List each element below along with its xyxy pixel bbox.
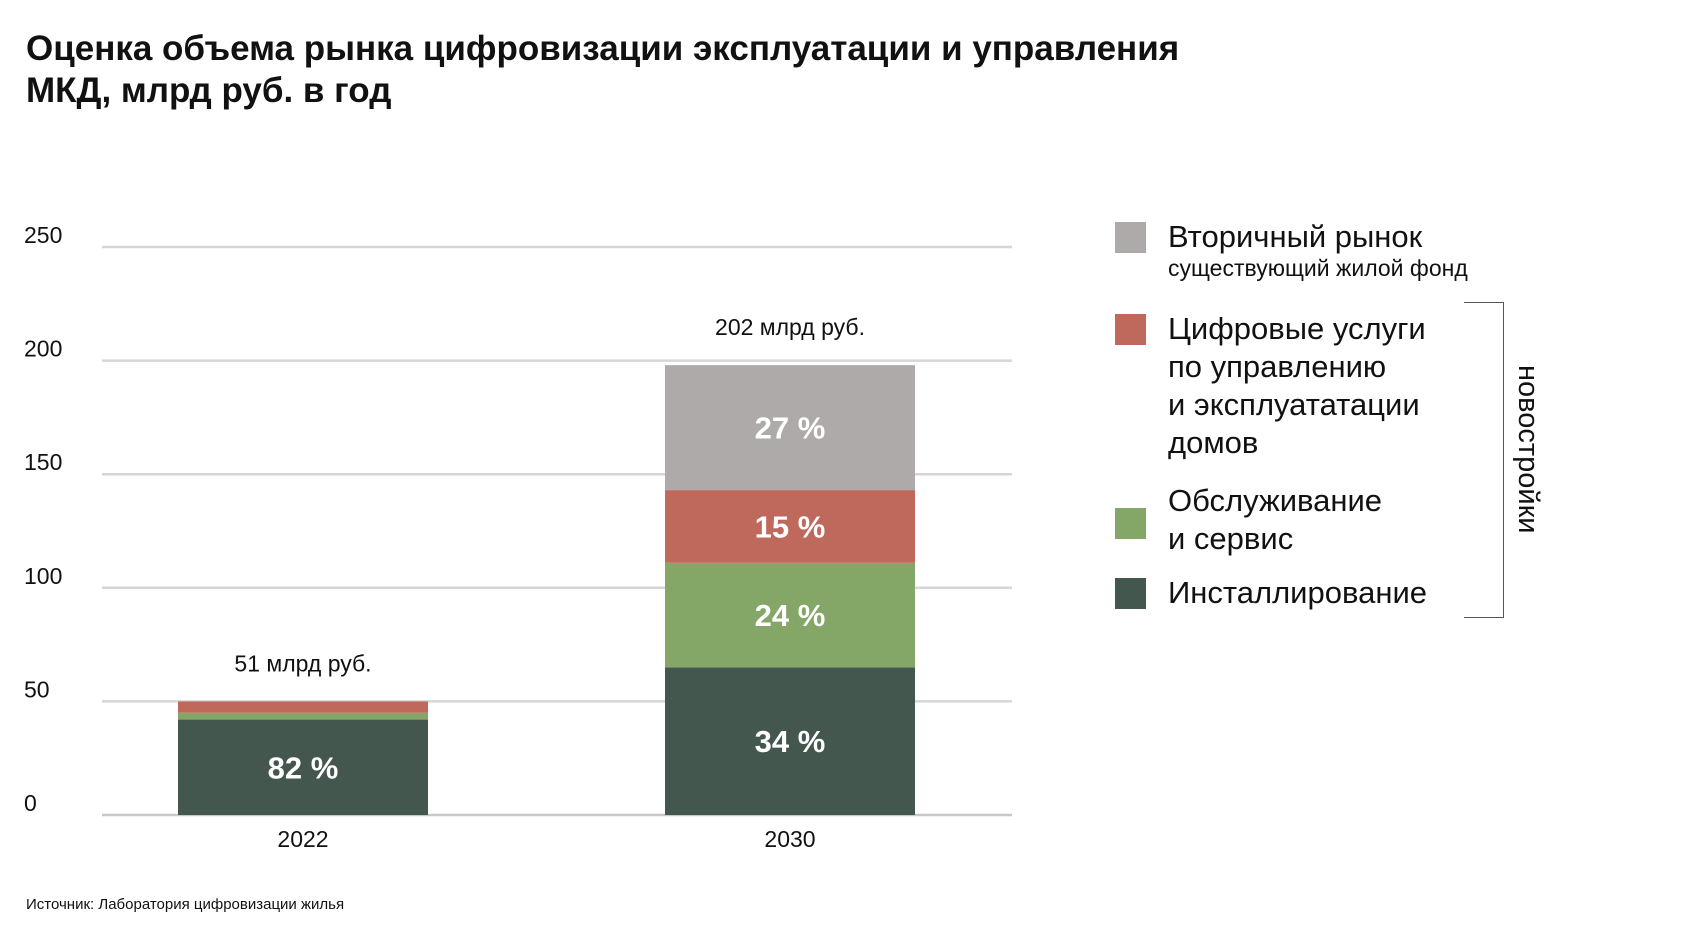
source-note: Источник: Лаборатория цифровизации жилья (26, 896, 345, 913)
chart-title-line-2: МКД, млрд руб. в год (26, 71, 392, 110)
bar-pct-label-2022-0: 82 % (268, 750, 339, 785)
bar-segment-2022-0 (178, 719, 428, 815)
bar-layer (178, 365, 915, 815)
legend-swatch-secondary (1115, 222, 1146, 253)
chart-title-line-1: Оценка объема рынка цифровизации эксплуа… (26, 29, 1180, 68)
bar-pct-label-2030-2: 15 % (755, 509, 826, 544)
x-tick-label-2022: 2022 (277, 826, 328, 852)
bar-segment-2022-1 (178, 712, 428, 720)
legend-swatch-install (1115, 578, 1146, 609)
legend-swatch-service (1115, 508, 1146, 539)
bar-pct-label-2030-0: 34 % (755, 724, 826, 759)
bar-pct-label-2030-3: 27 % (755, 411, 826, 446)
bar-segment-2030-0 (665, 667, 915, 815)
stacked-bar-chart: 0 50 100 150 200 250 82 % 51 млрд руб. 2022 34 % 2… (24, 222, 1012, 852)
label-layer: 0 50 100 150 200 250 82 % 51 млрд руб. 2022 34 % 2… (24, 222, 865, 852)
bar-segment-2030-3 (665, 365, 915, 491)
bar-total-label-2022: 51 млрд руб. (234, 650, 371, 676)
x-tick-label-2030: 2030 (764, 826, 815, 852)
y-tick-label-100: 100 (24, 563, 62, 589)
bracket-label-container: новостройки (1510, 365, 1550, 565)
legend-label-digital: Цифровые услуги по управлению и эксплуат… (1168, 311, 1426, 460)
bar-segment-2030-1 (665, 562, 915, 668)
y-tick-label-150: 150 (24, 449, 62, 475)
bar-segment-2022-2 (178, 701, 428, 713)
y-tick-label-0: 0 (24, 790, 37, 816)
y-tick-label-50: 50 (24, 676, 50, 702)
newbuild-bracket (1464, 302, 1504, 618)
legend-sublabel-secondary: существующий жилой фонд (1168, 255, 1468, 281)
bar-pct-label-2030-1: 24 % (755, 598, 826, 633)
bar-segment-2030-2 (665, 490, 915, 563)
bracket-label: новостройки (1512, 365, 1544, 534)
bar-total-label-2030: 202 млрд руб. (715, 314, 865, 340)
legend-swatch-digital (1115, 314, 1146, 345)
legend-label-install: Инсталлирование (1168, 575, 1428, 610)
legend-label-service: Обслуживание и сервис (1168, 483, 1383, 556)
legend-label-secondary: Вторичный рынок (1168, 219, 1423, 254)
y-tick-label-250: 250 (24, 222, 62, 248)
chart-title: Оценка объема рынка цифровизации эксплуа… (26, 28, 1326, 112)
y-tick-label-200: 200 (24, 336, 62, 362)
